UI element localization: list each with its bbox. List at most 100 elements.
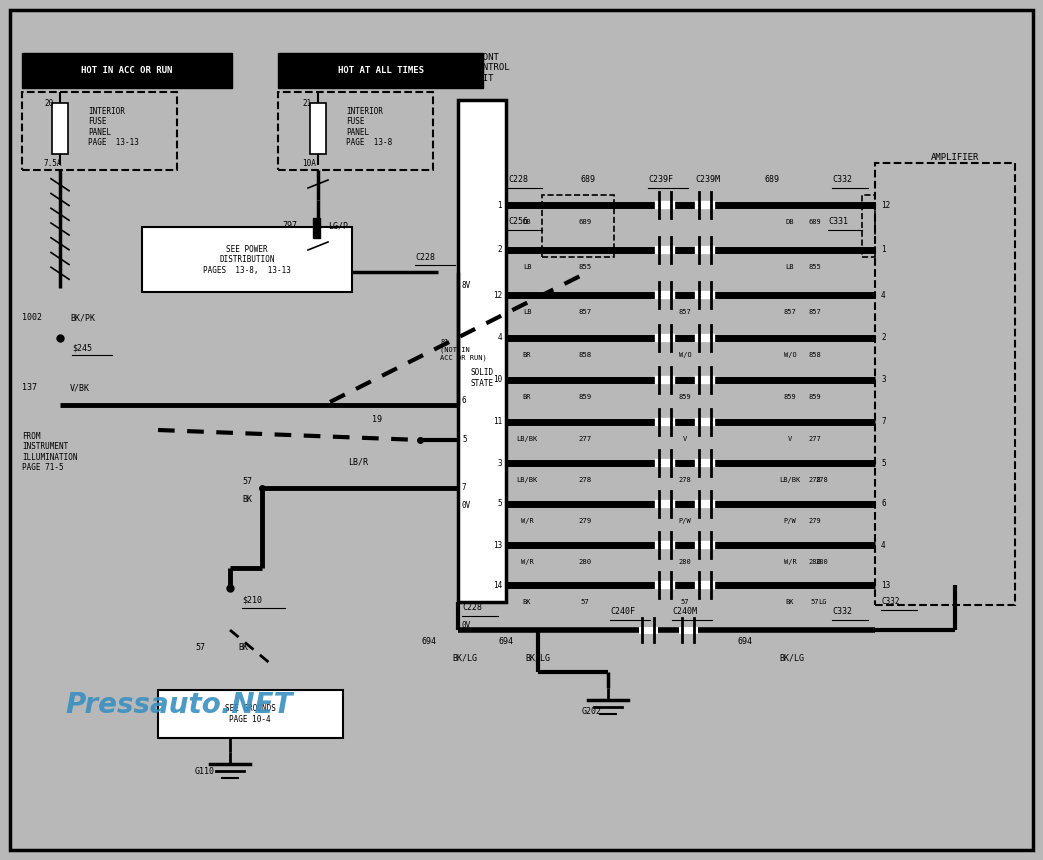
- Text: BK: BK: [785, 599, 795, 605]
- Text: 1: 1: [881, 245, 886, 255]
- Bar: [542, 195, 614, 257]
- Text: SEE GROUNDS
PAGE 10-4: SEE GROUNDS PAGE 10-4: [224, 704, 275, 724]
- Text: 5: 5: [881, 458, 886, 468]
- Text: LB: LB: [785, 264, 795, 270]
- Text: 689: 689: [579, 219, 591, 225]
- Text: 12: 12: [492, 291, 502, 299]
- Text: $245: $245: [72, 343, 92, 353]
- Text: 689: 689: [765, 175, 779, 185]
- Bar: [310, 103, 326, 154]
- Text: 11: 11: [492, 417, 502, 427]
- Text: 859: 859: [579, 394, 591, 400]
- Text: 0V: 0V: [462, 621, 471, 630]
- Text: W/O: W/O: [679, 352, 692, 358]
- Text: 7: 7: [881, 417, 886, 427]
- Text: W/R: W/R: [520, 559, 533, 565]
- Text: BK: BK: [242, 495, 252, 505]
- Text: 278: 278: [579, 477, 591, 483]
- Text: W/O: W/O: [783, 352, 797, 358]
- Text: 14: 14: [492, 580, 502, 589]
- Text: 4: 4: [498, 334, 502, 342]
- Text: INTERIOR
FUSE
PANEL
PAGE  13-8: INTERIOR FUSE PANEL PAGE 13-8: [346, 107, 392, 147]
- Text: G110: G110: [195, 767, 215, 777]
- Text: 859: 859: [808, 394, 822, 400]
- Bar: [142, 227, 351, 292]
- Text: 859: 859: [783, 394, 797, 400]
- Text: 278: 278: [679, 477, 692, 483]
- Text: LB: LB: [523, 309, 531, 315]
- Bar: [22, 92, 177, 170]
- Text: 5: 5: [462, 435, 466, 445]
- Text: 7.5A: 7.5A: [44, 158, 63, 168]
- Text: 694: 694: [422, 637, 437, 647]
- Text: 6: 6: [462, 396, 466, 404]
- Bar: [22, 53, 232, 88]
- Bar: [458, 100, 506, 602]
- Text: 280: 280: [579, 559, 591, 565]
- Text: C332: C332: [832, 175, 852, 185]
- Text: C240F: C240F: [610, 607, 635, 617]
- Text: 2: 2: [498, 245, 502, 255]
- Text: BK/LG: BK/LG: [452, 654, 477, 662]
- Text: W/R: W/R: [520, 518, 533, 524]
- Text: BK: BK: [523, 599, 531, 605]
- Text: 1002: 1002: [22, 314, 42, 322]
- Text: BK/LG: BK/LG: [779, 654, 804, 662]
- Text: BK/PK: BK/PK: [70, 314, 95, 322]
- Text: V: V: [787, 436, 792, 442]
- Text: C228: C228: [508, 175, 528, 185]
- Text: $210: $210: [242, 595, 262, 605]
- Text: V: V: [683, 436, 687, 442]
- Text: 8V: 8V: [462, 281, 471, 291]
- Text: 3: 3: [498, 458, 502, 468]
- Text: 137: 137: [22, 384, 37, 392]
- Text: 858: 858: [808, 352, 822, 358]
- Text: 2: 2: [881, 334, 886, 342]
- Text: C331: C331: [828, 218, 848, 226]
- Text: 277: 277: [579, 436, 591, 442]
- Text: 855: 855: [579, 264, 591, 270]
- Text: 4: 4: [881, 291, 886, 299]
- Text: LG: LG: [818, 599, 826, 605]
- Text: HOT IN ACC OR RUN: HOT IN ACC OR RUN: [81, 66, 173, 75]
- Text: 694: 694: [498, 637, 513, 647]
- Text: AMPLIFIER: AMPLIFIER: [930, 153, 979, 163]
- Text: Pressauto.NET: Pressauto.NET: [65, 691, 292, 719]
- Text: W/R: W/R: [783, 559, 797, 565]
- Text: 689: 689: [581, 175, 596, 185]
- Text: SEE POWER
DISTRIBUTION
PAGES  13-8,  13-13: SEE POWER DISTRIBUTION PAGES 13-8, 13-13: [203, 245, 291, 275]
- Text: 3: 3: [881, 376, 886, 384]
- Text: 689: 689: [808, 219, 822, 225]
- Text: 57: 57: [242, 477, 252, 487]
- Text: C332: C332: [832, 607, 852, 617]
- Text: BR: BR: [523, 394, 531, 400]
- Text: C228: C228: [415, 254, 435, 262]
- Text: LB: LB: [523, 264, 531, 270]
- Text: 0V: 0V: [462, 501, 471, 511]
- Text: 57: 57: [681, 599, 689, 605]
- Text: C332: C332: [881, 598, 899, 606]
- Text: LB/R: LB/R: [348, 458, 368, 466]
- Text: DB: DB: [523, 219, 531, 225]
- Text: LB/BK: LB/BK: [516, 477, 537, 483]
- Text: SOLID
STATE: SOLID STATE: [470, 368, 493, 388]
- Bar: [278, 53, 483, 88]
- Text: 20: 20: [44, 100, 53, 108]
- Text: 1: 1: [498, 200, 502, 210]
- Bar: [157, 690, 343, 738]
- Text: LB/BK: LB/BK: [516, 436, 537, 442]
- Text: C239M: C239M: [695, 175, 720, 185]
- Text: BR: BR: [523, 352, 531, 358]
- Text: FROM
INSTRUMENT
ILLUMINATION
PAGE 71-5: FROM INSTRUMENT ILLUMINATION PAGE 71-5: [22, 432, 77, 472]
- Text: 859: 859: [679, 394, 692, 400]
- Text: 57: 57: [810, 599, 819, 605]
- Text: 278: 278: [808, 477, 822, 483]
- Text: 278: 278: [816, 477, 828, 483]
- Text: 10A: 10A: [302, 158, 316, 168]
- Text: 7: 7: [462, 483, 466, 493]
- Text: C240M: C240M: [672, 607, 697, 617]
- Text: LB/BK: LB/BK: [779, 477, 801, 483]
- Bar: [52, 103, 68, 154]
- Text: 21: 21: [302, 100, 311, 108]
- Text: INTERIOR
FUSE
PANEL
PAGE  13-13: INTERIOR FUSE PANEL PAGE 13-13: [88, 107, 139, 147]
